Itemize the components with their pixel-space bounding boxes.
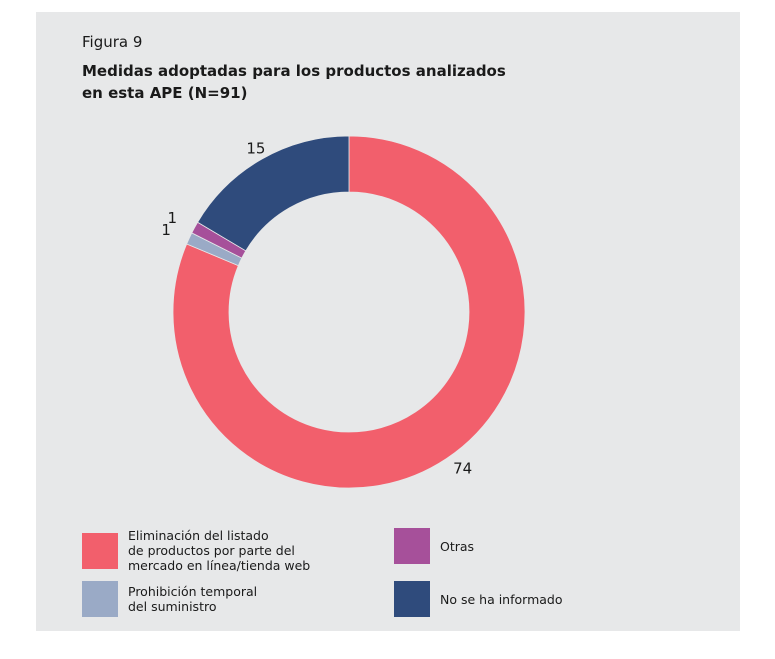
slice-eliminacion xyxy=(172,135,526,489)
chart-title-text: Medidas adoptadas para los productos ana… xyxy=(82,62,506,102)
chart-title: Medidas adoptadas para los productos ana… xyxy=(82,60,602,104)
legend-item-no-informado: No se ha informado xyxy=(394,581,563,617)
legend-label-otras: Otras xyxy=(440,538,475,554)
value-label-otras: 1 xyxy=(168,209,178,227)
legend-swatch-no-informado xyxy=(394,581,430,617)
legend-label-prohibicion: Prohibición temporal del suministro xyxy=(128,584,258,614)
legend-item-otras: Otras xyxy=(394,528,474,564)
donut-value-labels: 74 11 15 xyxy=(161,140,472,478)
slice-no-informado xyxy=(197,135,350,252)
legend-label-no-informado: No se ha informado xyxy=(440,591,563,607)
legend-item-eliminacion: Eliminación del listado de productos por… xyxy=(82,528,310,573)
chart-panel xyxy=(36,12,740,631)
value-label-eliminacion: 74 xyxy=(453,460,472,478)
value-label-no-informado: 15 xyxy=(246,140,265,158)
legend-swatch-prohibicion xyxy=(82,581,118,617)
legend-swatch-eliminacion xyxy=(82,532,118,569)
legend-swatch-otras xyxy=(394,528,430,564)
figure-label: Figura 9 xyxy=(82,33,143,51)
value-label-prohibicion: 1 xyxy=(161,221,171,239)
legend-label-eliminacion: Eliminación del listado de productos por… xyxy=(128,528,311,573)
donut-slices xyxy=(172,135,526,489)
legend-item-prohibicion: Prohibición temporal del suministro xyxy=(82,581,257,617)
